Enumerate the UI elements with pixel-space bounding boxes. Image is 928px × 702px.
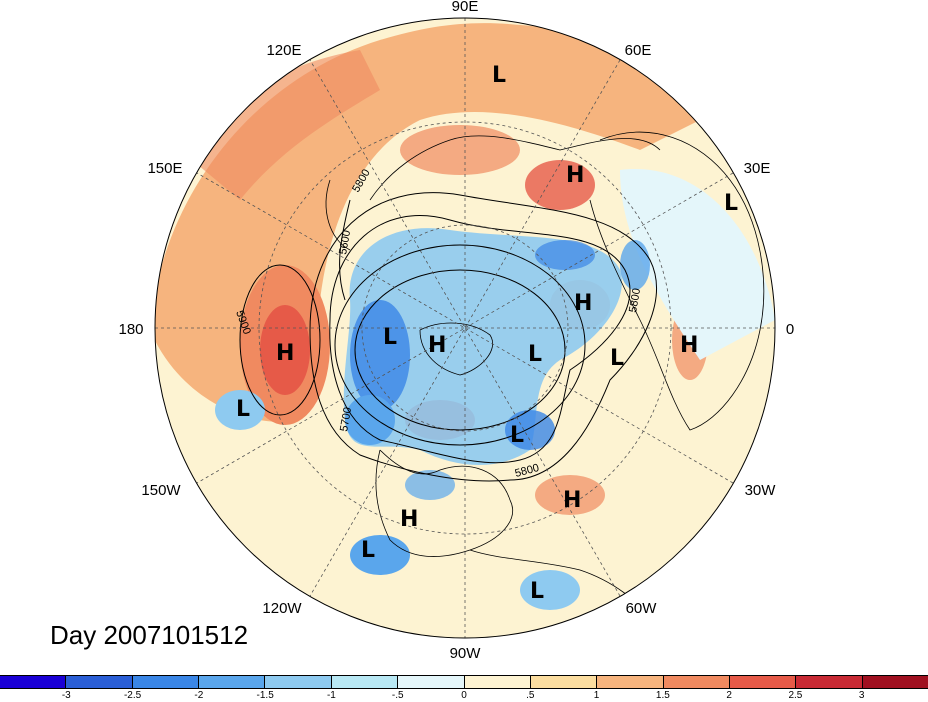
lon-label: 150E [147,160,182,177]
lon-label: 30E [744,160,771,177]
colorbar-label: .5 [526,690,535,701]
contour-label: 5600 [337,229,353,255]
colorbar [0,675,928,689]
high-center: H [276,341,294,366]
colorbar-swatch [862,676,928,688]
colorbar-label: 1.5 [655,690,670,701]
colorbar-label: -2 [194,690,204,701]
contour-label: 5800 [627,287,643,313]
colorbar-label: -.5 [391,690,404,701]
lon-label: 60E [625,42,652,59]
colorbar-swatch [530,676,598,688]
colorbar-labels: -3 -2.5 -2 -1.5 -1 -.5 0 .5 1 1.5 2 2.5 3 [0,690,928,702]
colorbar-label: 2.5 [788,690,803,701]
pressure-centers: L H L H H L H L L H H L L H L L [236,63,738,604]
colorbar-swatch [265,676,332,688]
lon-label: 120E [266,42,301,59]
low-center: L [361,538,375,563]
colorbar-swatch [464,676,531,688]
lon-label: 90W [450,645,482,662]
high-center: H [563,488,581,513]
colorbar-label: -2.5 [123,690,142,701]
colorbar-label: -3 [61,690,71,701]
colorbar-label: 0 [461,690,467,701]
low-center: L [530,579,544,604]
colorbar-swatch [597,676,664,688]
anomaly-field [155,18,775,638]
contour-label: 5700 [338,406,354,432]
lon-label: 0 [786,321,794,338]
colorbar-swatch [398,676,465,688]
colorbar-label: -1.5 [256,690,274,701]
low-center: L [383,325,397,350]
map-boundary [154,17,776,639]
colorbar-swatch [331,676,399,688]
lon-label: 60W [626,600,658,617]
colorbar-label: 3 [858,690,865,701]
low-center: L [236,397,250,422]
colorbar-swatch [663,676,730,688]
colorbar-swatch [729,676,797,688]
polar-map: 90E 60E 30E 0 30W 60W 90W 120W 150W 180 … [118,0,794,662]
colorbar-label: 1 [593,690,600,701]
colorbar-label: 2 [726,690,732,701]
height-contours [239,192,657,482]
colorbar-swatch [796,676,863,688]
graticule [155,18,775,638]
colorbar-swatch [132,676,200,688]
low-center: L [510,423,524,448]
low-center: L [528,342,542,367]
lon-label: 150W [141,482,181,499]
low-center: L [492,63,506,88]
colorbar-swatch [199,676,266,688]
lon-label: 30W [745,482,777,499]
high-center: H [428,333,446,358]
high-center: H [566,163,584,188]
high-center: H [574,291,592,316]
high-center: H [400,507,418,532]
low-center: L [610,346,624,371]
lon-label: 90E [452,0,479,15]
lon-label: 120W [262,600,302,617]
coastlines [325,131,765,631]
low-center: L [724,191,738,216]
colorbar-label: -1 [326,690,336,701]
day-label: Day 2007101512 [50,620,249,650]
high-center: H [680,333,698,358]
longitude-labels: 90E 60E 30E 0 30W 60W 90W 120W 150W 180 … [118,0,794,662]
colorbar-swatch [66,676,133,688]
colorbar-swatch [0,676,67,688]
lon-label: 180 [118,321,143,338]
